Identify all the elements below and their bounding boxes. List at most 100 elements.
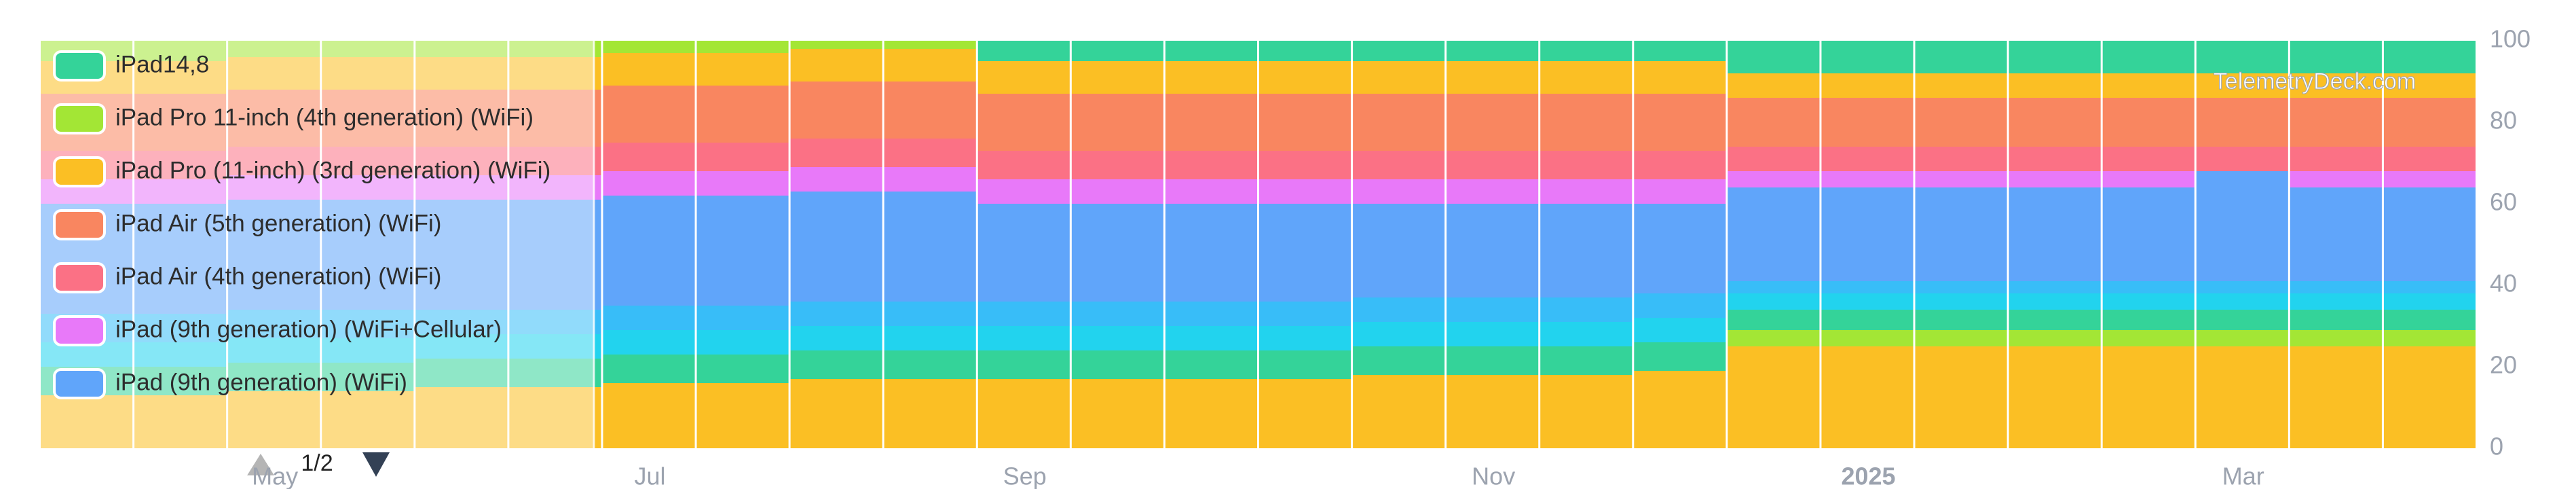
bar-segment xyxy=(884,192,976,302)
bar-segment xyxy=(696,171,789,196)
bar-segment xyxy=(2102,187,2195,281)
legend-label[interactable]: iPad Pro (11-inch) (3rd generation) (WiF… xyxy=(115,157,550,183)
bar-segment xyxy=(1353,322,1445,346)
bar-segment xyxy=(2102,281,2195,293)
bar-segment xyxy=(134,314,227,342)
bar-segment xyxy=(415,334,508,359)
bar-segment xyxy=(603,330,695,355)
bar-segment xyxy=(415,200,508,310)
bar-segment xyxy=(2383,330,2476,346)
bar-segment xyxy=(2196,147,2288,171)
bar-segment xyxy=(1821,147,1914,171)
bar-segment xyxy=(2383,310,2476,330)
bar-segment xyxy=(1728,293,1820,310)
legend-swatch[interactable] xyxy=(53,50,106,82)
bar-segment xyxy=(1634,61,1726,94)
bar-segment xyxy=(1071,41,1163,61)
legend-next[interactable] xyxy=(362,452,390,477)
bar-segment xyxy=(415,359,508,387)
bar-segment xyxy=(1728,310,1820,330)
bar-segment xyxy=(603,53,695,86)
legend-swatch[interactable] xyxy=(53,368,106,399)
legend-label[interactable]: iPad Air (5th generation) (WiFi) xyxy=(115,210,441,236)
bar-segment xyxy=(415,41,508,57)
bar-segment xyxy=(2009,293,2101,310)
bar-segment xyxy=(322,147,414,175)
bar-segment xyxy=(1165,302,1257,326)
bar-segment xyxy=(790,302,882,326)
bar-segment xyxy=(1728,346,1820,448)
legend-swatch[interactable] xyxy=(53,262,106,293)
bar-segment xyxy=(2290,147,2382,171)
bar-segment xyxy=(2290,73,2382,98)
bar-segment xyxy=(2383,281,2476,293)
bar-segment xyxy=(1728,281,1820,293)
bar-segment xyxy=(1259,61,1351,94)
bar-segment xyxy=(2290,310,2382,330)
legend-label[interactable]: iPad14,8 xyxy=(115,51,209,77)
bar-segment xyxy=(2290,41,2382,73)
legend-label[interactable]: iPad Pro 11-inch (4th generation) (WiFi) xyxy=(115,104,534,130)
bar-segment xyxy=(322,41,414,57)
bar-segment xyxy=(2290,330,2382,346)
bar-segment xyxy=(977,61,1070,94)
bar-segment xyxy=(1915,330,2007,346)
legend-label[interactable]: iPad (9th generation) (WiFi) xyxy=(115,369,407,395)
legend-backdrop xyxy=(41,41,594,448)
bar-segment xyxy=(2290,346,2382,448)
legend-swatch[interactable] xyxy=(53,156,106,187)
bar-segment xyxy=(1821,346,1914,448)
bar-segment xyxy=(977,326,1070,350)
bar-segment xyxy=(134,179,227,204)
bar-segment xyxy=(1915,281,2007,293)
legend-swatch[interactable] xyxy=(53,209,106,240)
legend-swatch[interactable] xyxy=(53,315,106,346)
bars xyxy=(41,41,2476,448)
x-tick-label: Nov xyxy=(1472,463,1515,489)
bar-segment xyxy=(2009,310,2101,330)
watermark: TelemetryDeck.com xyxy=(2214,69,2416,94)
bar-segment xyxy=(1353,375,1445,448)
bar-segment xyxy=(1821,73,1914,98)
y-tick-label: 80 xyxy=(2490,107,2517,134)
bar-segment xyxy=(1353,41,1445,61)
bar-segment xyxy=(1915,147,2007,171)
bar-segment xyxy=(1728,73,1820,98)
bar-segment xyxy=(696,53,789,86)
bar-segment xyxy=(228,363,320,391)
bar-segment xyxy=(322,338,414,363)
bar-segment xyxy=(1728,41,1820,73)
bar-segment xyxy=(228,90,320,147)
bar-segment xyxy=(1540,94,1632,151)
legend-prev[interactable] xyxy=(247,454,274,475)
legend-label[interactable]: iPad Air (4th generation) (WiFi) xyxy=(115,263,441,289)
bar-segment xyxy=(509,310,601,334)
legend-label[interactable]: iPad (9th generation) (WiFi+Cellular) xyxy=(115,316,502,342)
bar-segment xyxy=(1915,73,2007,98)
bar-segment xyxy=(509,359,601,387)
bar-segment xyxy=(1915,310,2007,330)
bar-segment xyxy=(1915,171,2007,187)
bar-segment xyxy=(228,57,320,90)
bar-segment xyxy=(1446,61,1539,94)
bar-segment xyxy=(2383,293,2476,310)
bar-segment xyxy=(1821,330,1914,346)
bar-segment xyxy=(41,395,133,448)
bar-segment xyxy=(1259,204,1351,302)
bar-segment xyxy=(1353,179,1445,204)
bar-segment xyxy=(1165,350,1257,379)
bar-segment xyxy=(509,200,601,310)
bar-segment xyxy=(1165,151,1257,179)
bar-segment xyxy=(2102,346,2195,448)
bar-segment xyxy=(415,387,508,448)
bar-segment xyxy=(228,147,320,175)
bar-segment xyxy=(509,90,601,147)
bar-segment xyxy=(2009,346,2101,448)
bar-segment xyxy=(696,86,789,143)
bar-segment xyxy=(2009,281,2101,293)
legend-swatch[interactable] xyxy=(53,103,106,134)
bar-segment xyxy=(1915,98,2007,147)
bar-segment xyxy=(1071,151,1163,179)
bar-segment xyxy=(2196,73,2288,98)
